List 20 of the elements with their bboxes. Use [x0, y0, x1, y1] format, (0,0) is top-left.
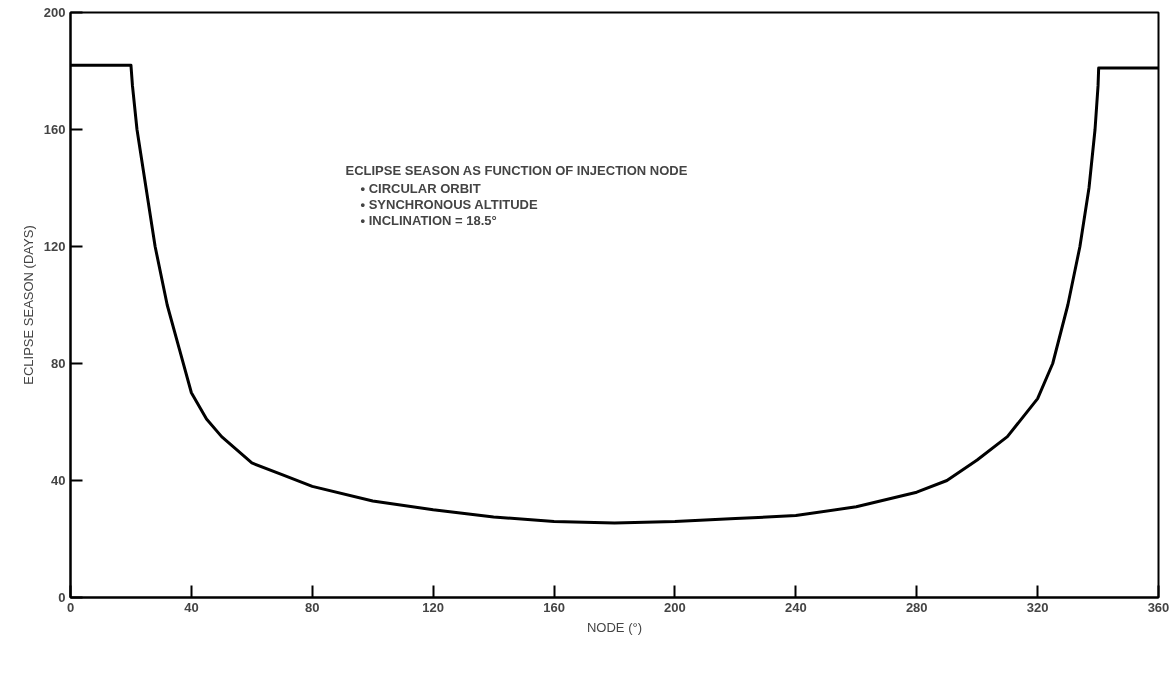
x-axis-title: NODE (°) — [586, 619, 643, 635]
annotation: • CIRCULAR ORBIT — [360, 180, 481, 196]
y-axis-title: ECLIPSE SEASON (DAYS) — [20, 225, 36, 385]
annotation: • SYNCHRONOUS ALTITUDE — [360, 196, 538, 212]
x-tick-label: 40 — [184, 599, 199, 615]
x-tick-label: 280 — [905, 599, 928, 615]
annotation: • INCLINATION = 18.5° — [360, 212, 497, 228]
x-tick-label: 320 — [1026, 599, 1049, 615]
text: ECLIPSE SEASON AS FUNCTION OF INJECTION NODE — [345, 162, 688, 178]
x-tick-label: 120 — [422, 599, 445, 615]
x-tick-label: 160 — [543, 599, 565, 615]
y-tick-label: 40 — [51, 473, 66, 488]
y-tick-label: 160 — [43, 122, 66, 137]
x-tick-label: 200 — [664, 599, 686, 615]
y-tick-label: 80 — [51, 356, 66, 371]
x-tick-label: 80 — [305, 599, 320, 615]
y-tick-label: 120 — [43, 239, 66, 254]
x-tick-label: 240 — [784, 599, 807, 615]
x-tick-label: 360 — [1147, 599, 1170, 615]
y-tick-label: 200 — [43, 5, 66, 20]
